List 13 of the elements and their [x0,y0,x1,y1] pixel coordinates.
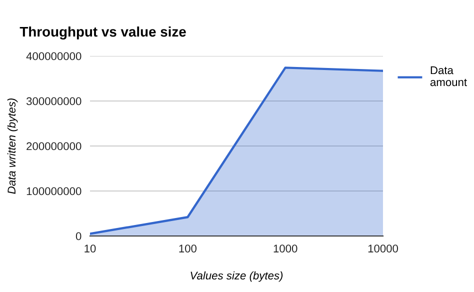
y-tick-label: 400000000 [26,52,82,60]
x-tick-label: 1000 [274,244,298,252]
y-tick-label: 300000000 [26,97,82,106]
x-tick-label: 10000 [368,244,398,252]
y-axis-title: Data written (bytes) [7,98,18,194]
x-tick-label: 10 [84,244,96,252]
y-tick-label: 100000000 [26,187,82,196]
y-tick-label: 200000000 [26,142,82,150]
y-tick-label: 0 [76,232,82,240]
x-tick-label: 100 [179,244,196,252]
x-axis-title: Values size (bytes) [190,271,283,282]
chart-title: Throughput vs value size [20,26,186,40]
legend-label: Data amount [430,66,467,86]
